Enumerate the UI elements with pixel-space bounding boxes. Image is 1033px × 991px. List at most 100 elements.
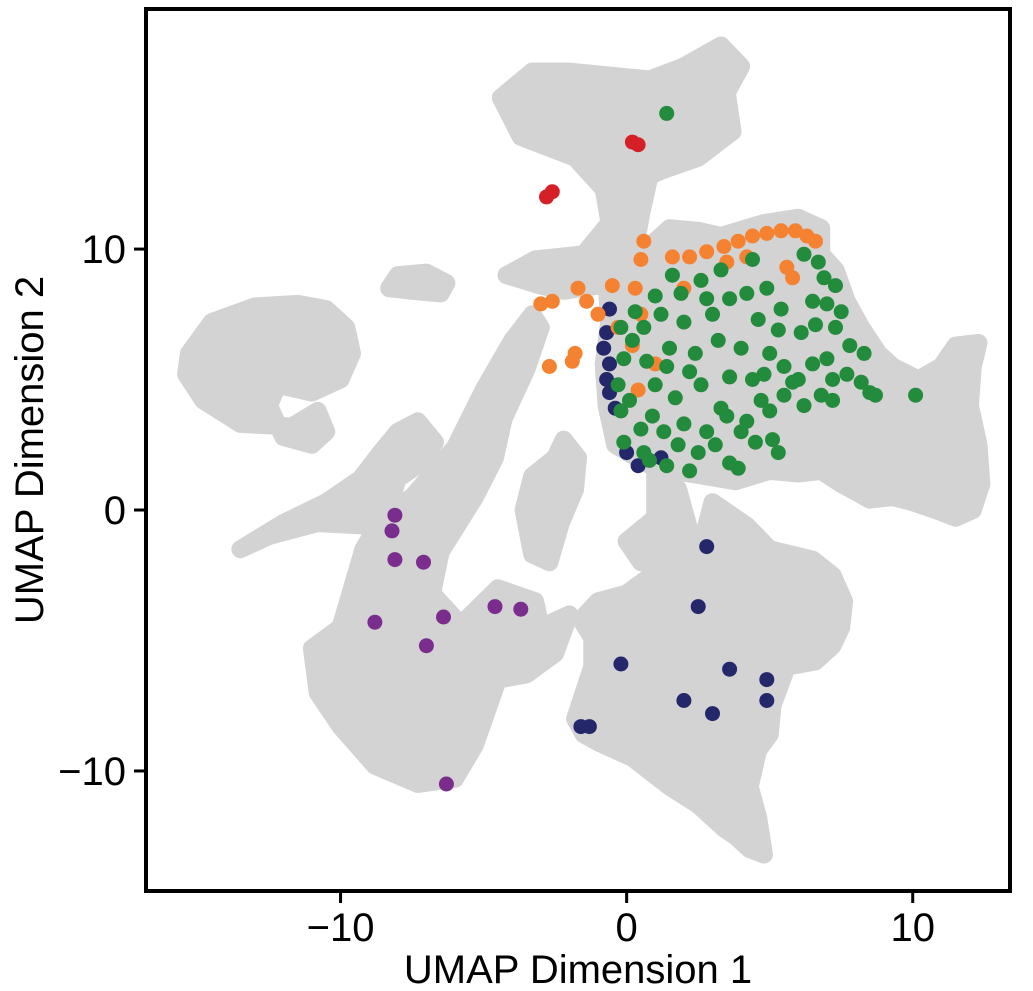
data-point — [682, 364, 698, 380]
data-point — [533, 296, 549, 312]
data-point — [633, 252, 649, 267]
data-point — [699, 424, 715, 440]
data-point — [613, 656, 629, 672]
data-point — [776, 359, 792, 374]
highlighted-cells-layer — [367, 105, 924, 792]
data-point — [765, 432, 780, 448]
data-point — [653, 306, 669, 322]
data-point — [676, 314, 692, 330]
data-point — [670, 437, 686, 453]
data-point — [707, 437, 723, 453]
x-axis-title: UMAP Dimension 1 — [404, 948, 752, 991]
data-point — [868, 387, 883, 403]
data-point — [673, 285, 689, 301]
data-point — [667, 390, 683, 406]
data-point — [705, 306, 720, 322]
data-point — [418, 638, 434, 654]
data-point — [790, 372, 806, 387]
data-point — [567, 345, 583, 361]
data-point — [616, 434, 632, 450]
data-point — [813, 387, 829, 403]
y-axis-title: UMAP Dimension 2 — [8, 276, 52, 624]
data-point — [808, 317, 823, 333]
data-point — [839, 366, 855, 382]
data-point — [596, 340, 612, 356]
data-point — [676, 693, 692, 708]
series-1 — [573, 301, 775, 735]
data-point — [785, 270, 801, 286]
data-point — [616, 351, 632, 367]
data-point — [819, 351, 835, 367]
data-point — [581, 719, 597, 735]
data-point — [647, 288, 663, 304]
data-point — [664, 249, 680, 265]
data-point — [699, 244, 715, 260]
data-point — [387, 552, 403, 568]
background-region-0 — [177, 294, 361, 454]
data-point — [690, 599, 706, 615]
data-point — [759, 693, 775, 708]
x-axis: −10 0 10 — [307, 893, 935, 950]
data-point — [808, 233, 823, 249]
data-point — [590, 306, 606, 322]
data-point — [642, 452, 657, 468]
series-0 — [367, 507, 529, 792]
background-region-9 — [380, 263, 456, 303]
data-point — [733, 424, 749, 440]
data-point — [730, 233, 746, 249]
data-point — [705, 706, 720, 722]
data-point — [770, 322, 786, 338]
data-point — [682, 249, 698, 265]
data-point — [810, 254, 826, 270]
x-tick-label: 10 — [890, 906, 935, 950]
data-point — [384, 523, 400, 539]
data-point — [570, 280, 586, 296]
data-point — [825, 392, 841, 408]
data-point — [842, 338, 858, 354]
data-point — [908, 387, 924, 403]
data-point — [745, 228, 760, 244]
data-point — [662, 340, 677, 356]
data-point — [716, 239, 732, 254]
data-point — [627, 280, 643, 296]
data-point — [825, 372, 841, 387]
data-point — [682, 463, 698, 479]
data-point — [816, 270, 832, 286]
background-region-7 — [566, 493, 854, 864]
data-point — [544, 184, 560, 200]
data-point — [793, 325, 809, 341]
data-point — [438, 776, 454, 792]
data-point — [610, 377, 626, 393]
background-cells-layer — [177, 36, 991, 864]
data-point — [722, 369, 738, 385]
data-point — [579, 293, 595, 309]
background-region-3 — [514, 430, 587, 572]
data-point — [647, 377, 663, 393]
data-point — [756, 366, 772, 382]
data-point — [541, 359, 557, 374]
data-point — [636, 319, 652, 335]
data-point — [722, 291, 738, 307]
data-point — [759, 280, 775, 296]
y-tick-label: 10 — [82, 228, 127, 272]
data-point — [750, 312, 766, 327]
data-point — [599, 372, 615, 387]
data-point — [367, 614, 383, 630]
x-tick-label: −10 — [307, 906, 375, 950]
data-point — [513, 601, 529, 617]
data-point — [602, 356, 617, 372]
data-point — [690, 445, 706, 461]
data-point — [659, 105, 675, 121]
data-point — [722, 661, 738, 677]
data-point — [713, 262, 729, 278]
data-point — [693, 377, 709, 393]
data-point — [759, 672, 775, 688]
x-tick-label: 0 — [616, 906, 638, 950]
data-point — [739, 285, 755, 301]
data-point — [699, 291, 715, 307]
data-point — [659, 359, 675, 374]
data-point — [622, 392, 637, 408]
data-point — [627, 304, 643, 320]
data-point — [796, 246, 812, 262]
